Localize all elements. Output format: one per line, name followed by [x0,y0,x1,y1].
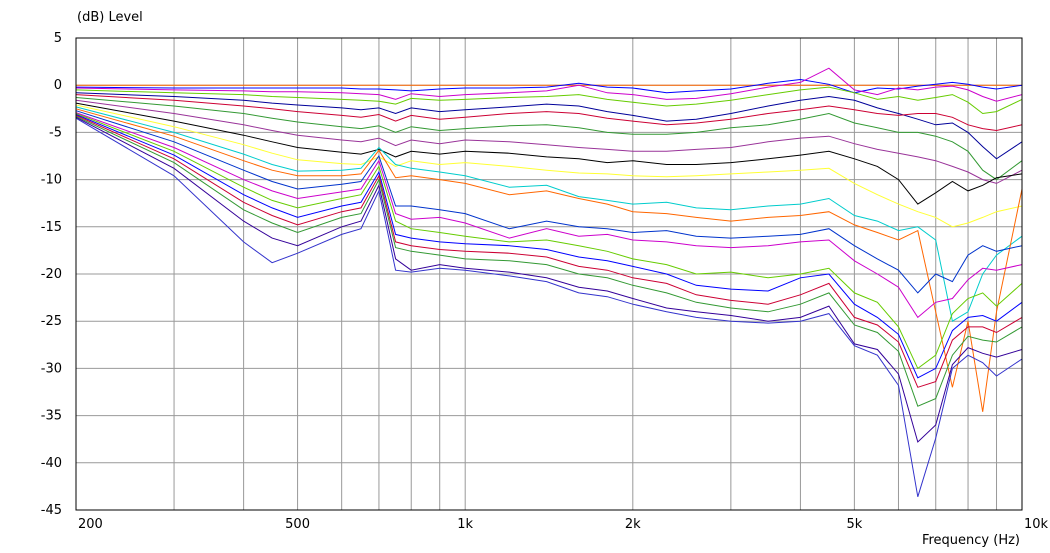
series-lines [75,67,1023,497]
series-line-9 [75,102,1023,205]
plot-frame [75,37,1023,511]
x-axis-label: Frequency (Hz) [922,533,1020,548]
y-tick-label: -10 [41,173,62,188]
series-line-20 [75,117,1023,497]
x-tick-label: 10k [1024,517,1049,532]
series-line-8 [75,99,1023,184]
series-line-17 [75,114,1023,388]
x-tick-label: 1k [457,517,473,532]
y-tick-label: 0 [54,78,62,93]
y-tick-label: -30 [41,361,62,376]
y-tick-label: -15 [41,220,62,235]
series-line-18 [75,115,1023,407]
x-tick-label: 2k [625,517,641,532]
y-tick-label: -5 [49,125,62,140]
y-tick-label: -45 [41,503,62,518]
x-tick-labels: 200 500 1k 2k 5k 10k [78,517,1049,532]
series-line-6 [75,94,1023,132]
series-line-11 [75,106,1023,322]
y-tick-label: -40 [41,456,62,471]
series-line-14 [75,112,1023,319]
series-line-5 [75,92,1023,160]
series-line-13 [75,110,1023,294]
y-tick-label: 5 [54,31,62,46]
series-line-4 [75,86,1023,115]
series-line-12 [75,108,1023,412]
x-tick-label: 5k [846,517,862,532]
series-line-3 [75,67,1023,102]
y-tick-label: -25 [41,314,62,329]
y-tick-label: -20 [41,267,62,282]
x-tick-label: 200 [78,517,103,532]
series-line-10 [75,104,1023,228]
y-tick-label: -35 [41,409,62,424]
series-line-7 [75,97,1023,181]
x-tick-label: 500 [285,517,310,532]
series-line-15 [75,113,1023,370]
y-tick-labels: 5 0 -5 -10 -15 -20 -25 -30 -35 -40 -45 [41,31,62,518]
series-line-19 [75,116,1023,443]
series-line-2 [75,78,1023,94]
y-axis-label: (dB) Level [77,10,143,25]
series-line-16 [75,114,1023,379]
